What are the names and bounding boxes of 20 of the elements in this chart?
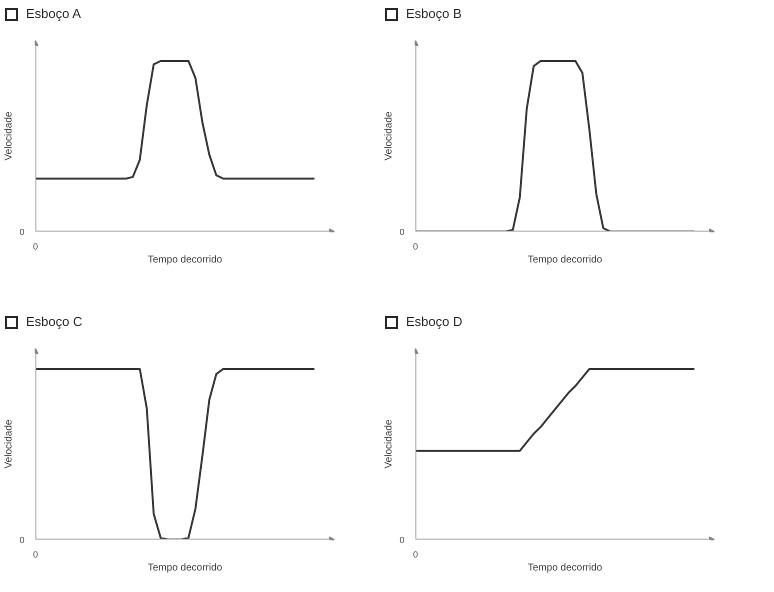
y-axis-title: Velocidade [3,419,14,468]
chart-title: Esboço B [406,5,462,23]
y-axis-title: Velocidade [3,111,14,160]
text: 0 [399,227,405,237]
chart-title: Esboço C [26,313,82,331]
text: 0 [399,535,405,545]
x-axis-title: Tempo decorrido [148,254,223,266]
chart-title: Esboço D [406,313,462,331]
x-axis-title: Tempo decorrido [528,562,603,574]
text: 0 [32,242,38,252]
text: 0 [32,550,38,560]
x-axis-title: Tempo decorrido [148,562,223,574]
y-axis-title: Velocidade [383,111,394,160]
text: 0 [19,535,25,545]
x-axis-title: Tempo decorrido [528,254,603,266]
text: 0 [412,242,418,252]
y-axis-title: Velocidade [383,419,394,468]
text: 0 [412,550,418,560]
chart-title: Esboço A [26,5,81,23]
text: 0 [19,227,25,237]
